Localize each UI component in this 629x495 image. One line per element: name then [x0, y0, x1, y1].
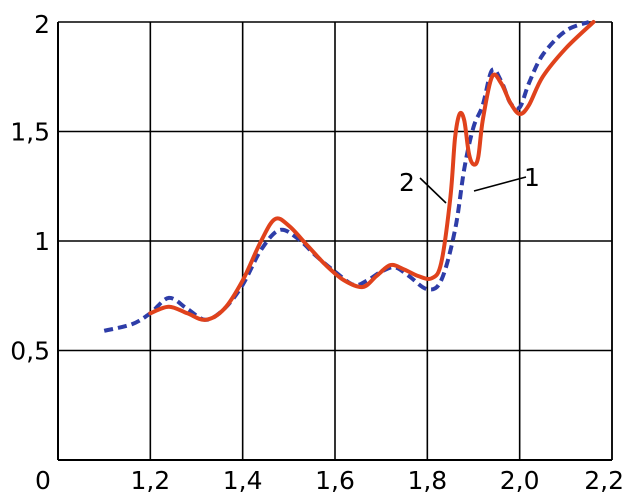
x-tick-label-0: 0: [35, 466, 51, 495]
x-tick-label-2: 1,4: [223, 466, 263, 495]
series-line-1: [103, 20, 590, 333]
callout-label-1: 1: [524, 163, 540, 192]
x-tick-label-4: 1,8: [407, 466, 447, 495]
y-tick-label-1: 1: [34, 227, 50, 256]
callout-leader-1: [473, 176, 527, 192]
y-tick-label-3: 2: [34, 10, 50, 39]
x-tick-label-3: 1,6: [315, 466, 355, 495]
series-group: [103, 20, 596, 333]
y-tick-label-0: 0,5: [10, 337, 50, 366]
callout-label-2: 2: [399, 168, 415, 197]
y-tick-label-2: 1,5: [10, 118, 50, 147]
x-tick-label-6: 2,2: [584, 466, 624, 495]
x-tick-label-5: 2,0: [500, 466, 540, 495]
callout-leader-2: [419, 177, 447, 204]
tick-labels: 0 1,2 1,4 1,6 1,8 2,0 2,2 0,5 1 1,5 2: [10, 10, 624, 495]
x-tick-label-1: 1,2: [130, 466, 170, 495]
callouts: 12: [399, 163, 540, 204]
grid: [57, 21, 613, 461]
series-line-2: [148, 20, 596, 322]
